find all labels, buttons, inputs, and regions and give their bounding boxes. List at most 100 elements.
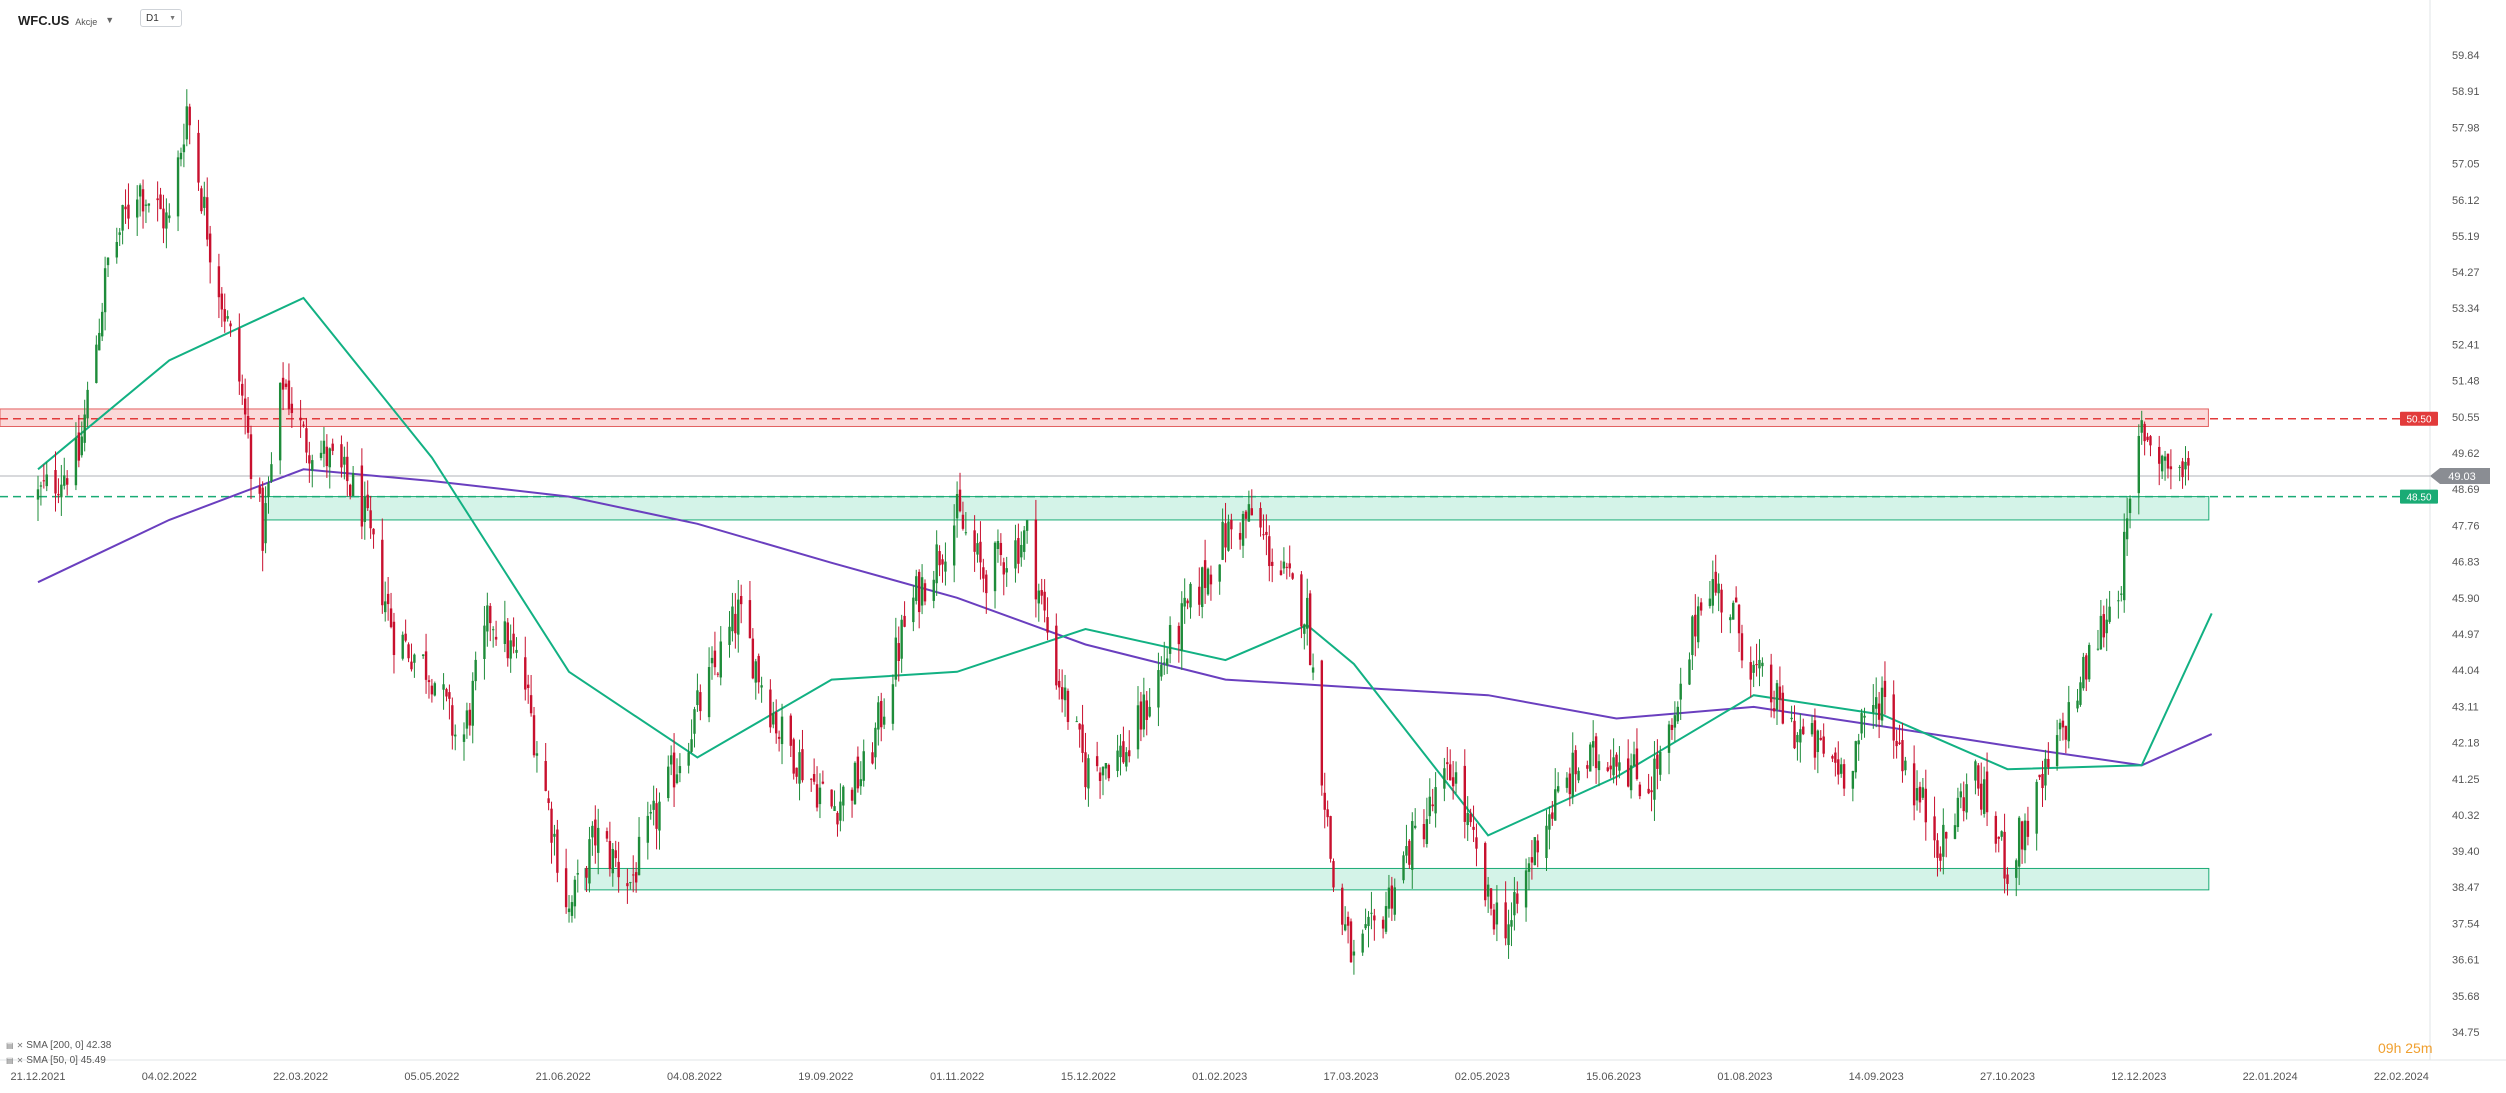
candle: [1189, 582, 1192, 619]
candle: [716, 672, 720, 678]
candle: [874, 722, 877, 770]
candle: [1749, 646, 1752, 698]
candle: [1025, 519, 1029, 544]
candle: [1367, 911, 1370, 948]
candle: [86, 381, 89, 427]
candle: [2026, 806, 2030, 846]
candle: [748, 580, 752, 639]
candle: [1186, 598, 1189, 610]
candle: [229, 320, 232, 337]
candle: [2096, 629, 2100, 651]
candle: [1612, 738, 1615, 784]
candle: [36, 475, 40, 521]
candle: [672, 733, 676, 807]
candle: [328, 447, 331, 489]
candle: [63, 457, 66, 490]
candle: [1168, 616, 1172, 664]
x-tick-label: 01.02.2023: [1192, 1071, 1247, 1083]
candle: [445, 687, 448, 702]
candle: [1063, 674, 1067, 717]
close-icon[interactable]: ✕: [16, 1041, 24, 1050]
candle: [424, 633, 428, 694]
candle: [1737, 603, 1741, 652]
candle: [369, 496, 372, 539]
legend-sma200[interactable]: ▤ ✕ SMA [200, 0] 42.38: [6, 1038, 111, 1053]
symbol-dropdown-icon[interactable]: ▼: [105, 15, 115, 25]
x-tick-label: 22.03.2022: [273, 1071, 328, 1083]
candle: [2158, 435, 2161, 486]
candle: [1819, 730, 1822, 741]
y-tick-label: 57.05: [2452, 159, 2480, 171]
candle: [938, 545, 941, 577]
candle: [1370, 891, 1373, 930]
candle: [923, 579, 927, 606]
candle: [649, 804, 652, 820]
legend-sma50[interactable]: ▤ ✕ SMA [50, 0] 45.49: [6, 1053, 111, 1068]
candle: [2064, 725, 2068, 754]
candle: [243, 378, 247, 435]
candle: [302, 421, 305, 428]
candle: [789, 713, 792, 757]
candle: [961, 501, 965, 531]
candle: [1484, 841, 1487, 907]
candle: [241, 374, 244, 405]
candle: [952, 504, 956, 583]
candle: [1241, 510, 1245, 558]
candle-countdown: 09h 25m: [2378, 1040, 2433, 1056]
candle: [1390, 876, 1394, 921]
y-tick-label: 41.25: [2452, 774, 2480, 786]
indicator-settings-icon[interactable]: ▤: [6, 1056, 14, 1065]
candle: [1198, 567, 1201, 616]
instrument-type: Akcje: [75, 17, 98, 27]
candle: [45, 462, 48, 492]
candle: [667, 755, 670, 802]
candle: [2143, 421, 2146, 456]
candle: [1708, 580, 1712, 609]
candle: [734, 593, 737, 649]
x-tick-label: 14.09.2023: [1849, 1071, 1904, 1083]
candle: [1837, 741, 1840, 785]
candle: [2178, 464, 2181, 482]
y-tick-label: 44.04: [2452, 665, 2480, 677]
candle: [465, 702, 469, 739]
candle: [401, 631, 404, 661]
candle: [605, 827, 609, 842]
close-icon[interactable]: ✕: [16, 1056, 24, 1065]
candle: [1740, 624, 1744, 669]
y-tick-label: 50.55: [2452, 412, 2480, 424]
candle: [1527, 857, 1531, 891]
candle: [853, 761, 857, 805]
candle: [188, 103, 191, 145]
y-tick-label: 38.47: [2452, 882, 2480, 894]
candle: [2108, 590, 2111, 624]
candle: [1781, 685, 1785, 725]
candle: [1822, 723, 1825, 758]
candle: [690, 719, 693, 754]
candle: [812, 758, 816, 785]
candle: [944, 542, 947, 586]
candle: [1510, 902, 1513, 947]
candle: [1842, 759, 1846, 797]
candle: [2055, 719, 2059, 771]
timeframe-value: D1: [146, 12, 159, 24]
candle: [2123, 513, 2126, 613]
candle: [707, 647, 711, 723]
candle: [319, 440, 323, 461]
timeframe-select[interactable]: D1 ▼: [140, 9, 182, 27]
candle: [2044, 749, 2047, 801]
candle: [1699, 598, 1703, 616]
candle: [57, 478, 60, 504]
candle: [2061, 712, 2065, 741]
candle: [1084, 732, 1087, 800]
candle: [515, 637, 518, 659]
candle: [1200, 566, 1204, 619]
symbol-header[interactable]: WFC.US Akcje ▼: [18, 9, 114, 31]
candle: [1005, 556, 1008, 587]
candle: [567, 895, 571, 923]
candle: [573, 875, 577, 919]
candle: [713, 631, 717, 676]
candle: [366, 480, 369, 511]
x-tick-label: 22.02.2024: [2374, 1071, 2429, 1083]
indicator-settings-icon[interactable]: ▤: [6, 1041, 14, 1050]
